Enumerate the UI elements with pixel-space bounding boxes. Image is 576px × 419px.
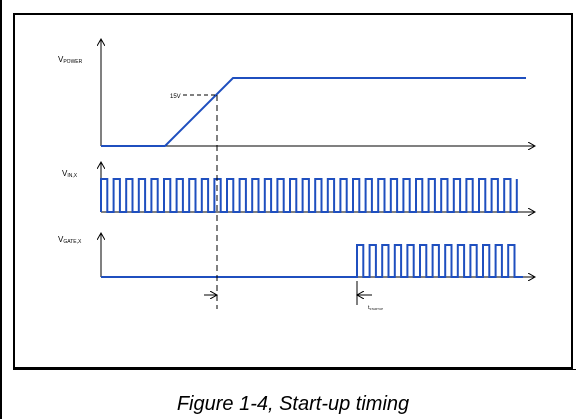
figure-box — [13, 13, 573, 369]
vin-waveform — [100, 178, 518, 213]
vgate-label: VGATE,X — [58, 235, 82, 245]
figure-caption: Figure 1-4, Start-up timing — [176, 393, 410, 415]
vpower-axes — [101, 40, 534, 146]
page-left-rule — [0, 0, 2, 419]
vin-axes — [101, 163, 534, 212]
threshold-label: 15V — [170, 94, 181, 100]
vpower-waveform — [101, 77, 526, 147]
vpower-label: VPOWER — [58, 55, 83, 65]
tstartup-label: tSTARTUP — [368, 305, 383, 311]
vin-label: VIN,X — [62, 169, 78, 179]
vgate-waveform — [101, 244, 523, 278]
vgate-axes — [101, 234, 534, 277]
caption-divider — [13, 369, 576, 370]
